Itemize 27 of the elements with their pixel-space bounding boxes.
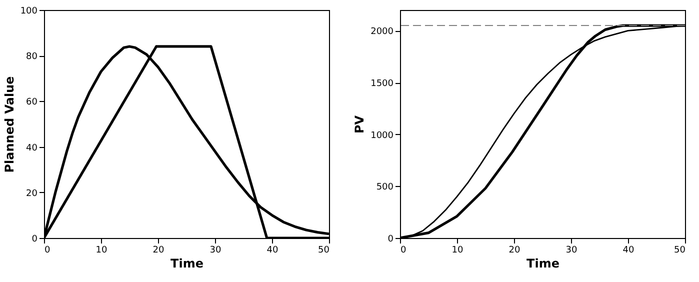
y-tick-label: 1500 xyxy=(370,79,394,90)
x-tick-label: 10 xyxy=(452,246,464,256)
y-axis-title: Planned Value xyxy=(2,76,16,173)
x-tick-label: 10 xyxy=(96,246,108,256)
y-tick-label: 1000 xyxy=(370,130,394,141)
x-axis-title: Time xyxy=(526,256,560,270)
y-tick-label: 2000 xyxy=(370,27,394,38)
y-tick-label: 500 xyxy=(376,182,394,193)
x-tick-label: 20 xyxy=(152,246,164,256)
x-tick-label: 50 xyxy=(318,246,330,256)
y-tick-label: 0 xyxy=(32,234,38,244)
x-tick-label: 40 xyxy=(622,246,634,256)
x-tick-label: 30 xyxy=(210,246,222,256)
x-axis-title: Time xyxy=(170,256,204,270)
x-tick-label: 30 xyxy=(566,246,578,256)
x-tick-label: 50 xyxy=(674,246,686,256)
y-tick-label: 40 xyxy=(26,143,38,154)
y-tick-label: 20 xyxy=(26,188,38,199)
y-tick-label: 100 xyxy=(20,6,38,16)
y-tick-label: 0 xyxy=(388,234,394,244)
y-tick-label: 80 xyxy=(26,52,38,62)
y-tick-label: 60 xyxy=(26,98,38,108)
y-axis-title: PV xyxy=(352,114,367,134)
x-tick-label: 0 xyxy=(400,246,406,256)
x-tick-label: 0 xyxy=(44,246,50,256)
x-tick-label: 20 xyxy=(508,246,520,256)
x-tick-label: 40 xyxy=(266,246,278,256)
